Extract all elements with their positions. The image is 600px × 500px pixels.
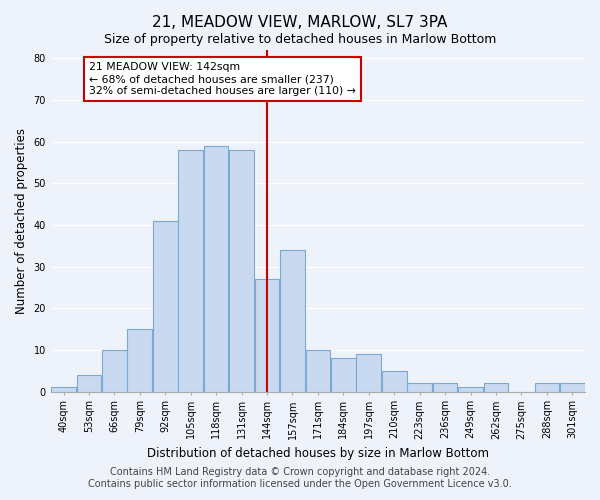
Text: Size of property relative to detached houses in Marlow Bottom: Size of property relative to detached ho… xyxy=(104,32,496,46)
Bar xyxy=(560,383,584,392)
Text: 21 MEADOW VIEW: 142sqm
← 68% of detached houses are smaller (237)
32% of semi-de: 21 MEADOW VIEW: 142sqm ← 68% of detached… xyxy=(89,62,356,96)
Bar xyxy=(102,350,127,392)
Text: Contains HM Land Registry data © Crown copyright and database right 2024.
Contai: Contains HM Land Registry data © Crown c… xyxy=(88,468,512,489)
Bar xyxy=(484,383,508,392)
Bar xyxy=(178,150,203,392)
Bar xyxy=(229,150,254,392)
Text: 21, MEADOW VIEW, MARLOW, SL7 3PA: 21, MEADOW VIEW, MARLOW, SL7 3PA xyxy=(152,15,448,30)
Bar xyxy=(51,388,76,392)
Bar xyxy=(77,375,101,392)
Bar xyxy=(535,383,559,392)
Bar xyxy=(305,350,330,392)
Bar xyxy=(407,383,432,392)
Bar xyxy=(280,250,305,392)
Bar xyxy=(204,146,229,392)
Bar xyxy=(254,279,280,392)
Bar xyxy=(331,358,356,392)
Bar xyxy=(127,329,152,392)
X-axis label: Distribution of detached houses by size in Marlow Bottom: Distribution of detached houses by size … xyxy=(147,447,489,460)
Bar xyxy=(458,388,483,392)
Bar xyxy=(356,354,381,392)
Y-axis label: Number of detached properties: Number of detached properties xyxy=(15,128,28,314)
Bar xyxy=(433,383,457,392)
Bar xyxy=(382,370,407,392)
Bar xyxy=(153,221,178,392)
